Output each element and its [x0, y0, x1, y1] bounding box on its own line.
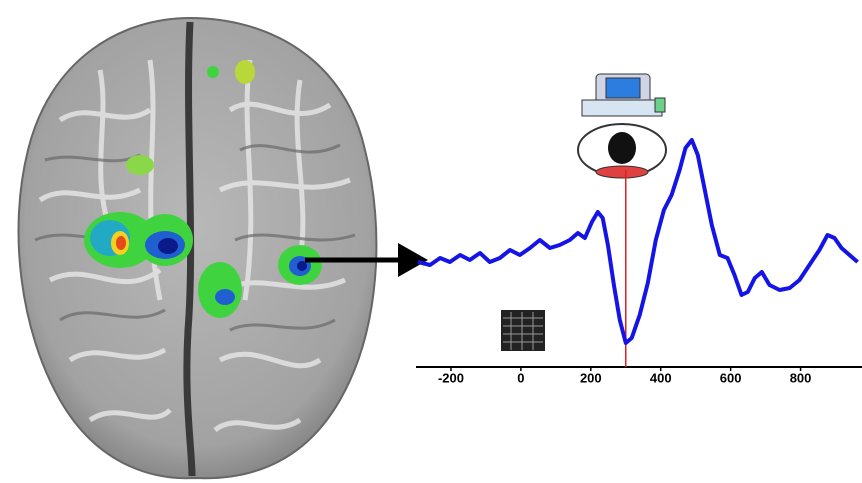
brain-image	[17, 16, 378, 480]
x-tick-label: 400	[650, 370, 672, 385]
x-tick-label: 200	[580, 370, 602, 385]
erp-plot: -200 0 200 400 600 800	[416, 138, 862, 385]
arrow	[305, 243, 428, 277]
x-tick-label: 800	[790, 370, 812, 385]
x-tick-label: 0	[517, 370, 524, 385]
erp-line	[417, 138, 859, 345]
stimulus-grid-icon	[501, 310, 545, 351]
x-tick-label: -200	[438, 370, 464, 385]
participant-icon	[577, 73, 667, 179]
x-tick-label: 600	[720, 370, 742, 385]
